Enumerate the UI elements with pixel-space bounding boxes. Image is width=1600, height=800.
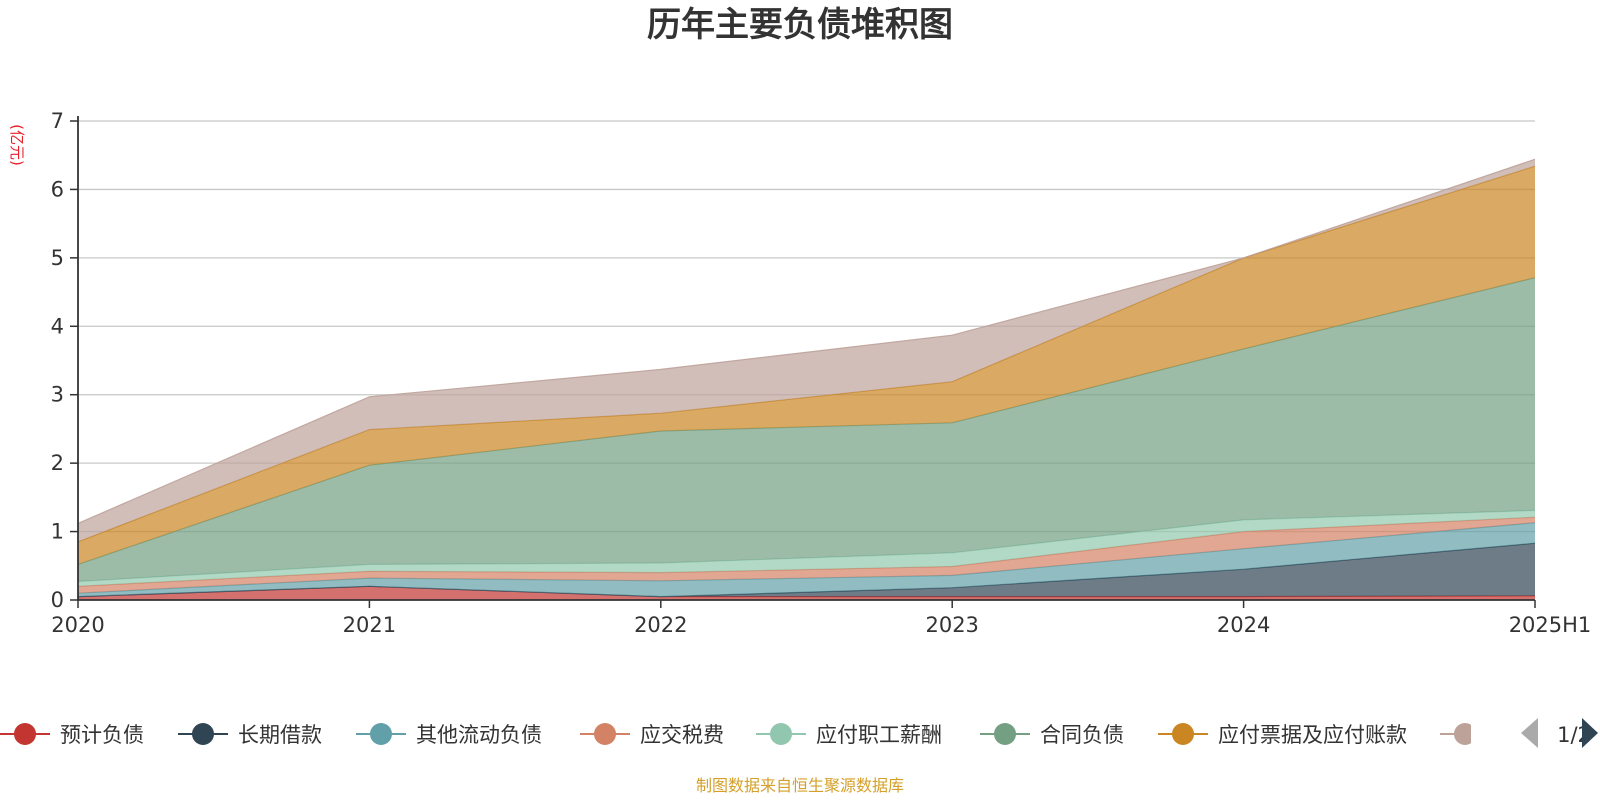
legend-circle-marker <box>594 723 616 745</box>
area-series-group <box>77 158 1536 600</box>
area-series-2 <box>78 522 1535 597</box>
legend-label: 合同负债 <box>1040 723 1124 747</box>
legend-item[interactable]: 应付职工薪酬 <box>756 723 942 747</box>
area-series-3 <box>78 517 1535 594</box>
legend-label: 其他流动负债 <box>416 723 542 747</box>
legend-item[interactable]: 其他流动负债 <box>356 723 542 747</box>
y-tick-label: 0 <box>51 588 64 612</box>
y-tick-label: 6 <box>51 177 64 201</box>
area-series-4 <box>78 510 1535 587</box>
legend-circle-marker <box>192 723 214 745</box>
chart-title: 历年主要负债堆积图 <box>647 5 953 45</box>
y-tick-label: 2 <box>51 451 64 475</box>
x-tick-label: 2023 <box>925 613 978 637</box>
legend-item[interactable]: 预计负债 <box>0 723 144 747</box>
legend-item[interactable]: 应付票据及应付账款 <box>1158 723 1407 747</box>
y-tick-label: 4 <box>51 314 64 338</box>
area-series-1 <box>78 543 1535 597</box>
legend-label: 应付票据及应付账款 <box>1218 723 1407 747</box>
y-tick-label: 3 <box>51 383 64 407</box>
legend-circle-marker <box>14 723 36 745</box>
legend[interactable]: 预计负债 长期借款 其他流动负债 应交税费 应付职工薪酬 合同负债 应付票据及应付账款 1/2 <box>0 712 1598 758</box>
axes: 0 1 2 3 4 5 6 7 2020 2021 2022 2023 2024 2025H1 <box>51 109 1592 637</box>
legend-circle-marker <box>370 723 392 745</box>
y-tick-label: 5 <box>51 246 64 270</box>
legend-item[interactable]: 应交税费 <box>580 723 724 747</box>
legend-circle-marker <box>994 723 1016 745</box>
legend-item[interactable]: 长期借款 <box>178 723 322 747</box>
area-series-5 <box>78 277 1535 582</box>
legend-circle-marker <box>770 723 792 745</box>
legend-next-page-icon[interactable] <box>1582 718 1598 748</box>
data-source-note: 制图数据来自恒生聚源数据库 <box>696 776 904 795</box>
legend-label: 应交税费 <box>640 723 724 747</box>
area-series-0 <box>78 586 1535 600</box>
legend-label: 预计负债 <box>60 723 144 747</box>
legend-item[interactable]: 合同负债 <box>980 723 1124 747</box>
x-tick-label: 2024 <box>1217 613 1270 637</box>
legend-label: 长期借款 <box>238 723 322 747</box>
area-series-line-7 <box>77 158 1536 524</box>
x-tick-label: 2020 <box>51 613 104 637</box>
x-tick-label: 2022 <box>634 613 687 637</box>
y-axis-unit-label: (亿元) <box>8 124 26 166</box>
legend-label: 应付职工薪酬 <box>816 723 942 747</box>
legend-circle-marker <box>1172 723 1194 745</box>
y-tick-label: 1 <box>51 520 64 544</box>
legend-clip-mask <box>1471 712 1511 758</box>
x-tick-label: 2025H1 <box>1509 613 1592 637</box>
y-tick-label: 7 <box>51 109 64 133</box>
legend-circle-marker <box>1454 723 1476 745</box>
legend-prev-page-icon[interactable] <box>1521 718 1538 748</box>
x-tick-label: 2021 <box>343 613 396 637</box>
